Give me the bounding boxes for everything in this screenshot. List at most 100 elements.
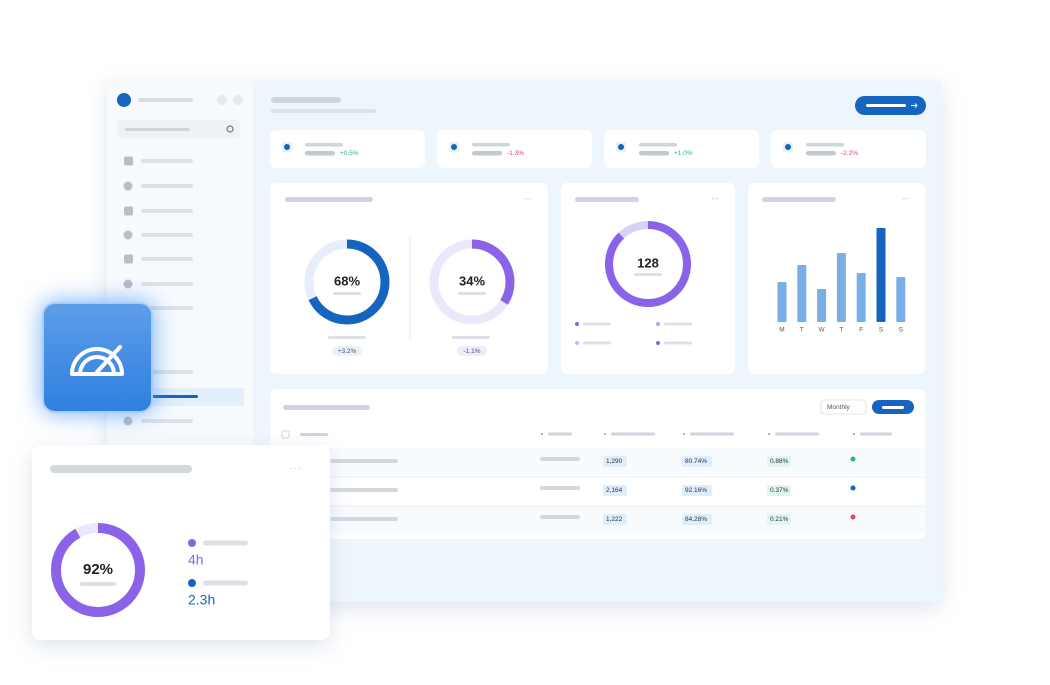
placeholder	[806, 143, 844, 147]
placeholder	[141, 282, 193, 286]
placeholder	[472, 143, 510, 147]
sort-icon	[768, 433, 770, 435]
placeholder	[583, 341, 611, 345]
legend-dot	[575, 322, 579, 326]
placeholder	[305, 151, 335, 156]
filter-select[interactable]	[820, 399, 867, 415]
placeholder	[664, 341, 692, 345]
ring-card	[561, 183, 735, 374]
search-icon	[226, 125, 234, 133]
window-dot	[217, 95, 227, 105]
placeholder	[141, 233, 193, 237]
bar-label: M	[779, 327, 784, 334]
nav-indicator	[150, 395, 198, 398]
value-badge	[603, 456, 627, 467]
stat-card	[437, 130, 592, 168]
placeholder	[141, 159, 193, 163]
nav-icon	[123, 416, 133, 426]
donut-arc	[429, 239, 515, 325]
placeholder	[452, 336, 490, 339]
placeholder	[540, 486, 580, 490]
sort-icon	[541, 433, 543, 435]
placeholder	[271, 109, 376, 113]
donut-card	[270, 183, 548, 374]
stat-card	[604, 130, 759, 168]
value-badge	[767, 485, 791, 496]
bar	[836, 253, 846, 322]
placeholder	[328, 336, 366, 339]
checkbox	[281, 430, 290, 439]
donut-label: 68%	[334, 273, 360, 288]
table-cell: 0.37%	[770, 487, 789, 494]
placeholder	[141, 184, 193, 188]
nav-icon	[124, 156, 133, 166]
sort-icon	[853, 433, 855, 435]
placeholder	[141, 306, 193, 310]
value-badge	[767, 514, 791, 525]
placeholder	[305, 143, 343, 147]
legend-dot	[656, 322, 660, 326]
placeholder	[141, 419, 193, 423]
placeholder	[330, 459, 398, 463]
placeholder	[639, 151, 669, 156]
bar	[856, 273, 866, 322]
donut-arc	[605, 221, 691, 307]
stat-glyph	[785, 144, 791, 150]
delta-pill	[332, 346, 362, 356]
table-cell: 2,164	[606, 487, 623, 494]
stat-glyph	[618, 144, 624, 150]
table-cell: 0.21%	[770, 516, 789, 523]
placeholder	[300, 433, 328, 436]
nav-icon	[123, 279, 133, 289]
ring-label: 128	[637, 255, 659, 270]
placeholder	[775, 432, 819, 436]
stat-delta: +0.5%	[340, 150, 359, 157]
placeholder	[472, 151, 502, 156]
gauge-needle	[95, 345, 122, 374]
legend-dot	[575, 341, 579, 345]
delta-pill	[457, 346, 487, 356]
value-badge	[682, 485, 712, 496]
donut-label: 34%	[459, 273, 485, 288]
placeholder	[141, 209, 193, 213]
value-badge	[767, 456, 791, 467]
value-badge	[682, 514, 712, 525]
bar	[797, 265, 807, 322]
placeholder	[866, 104, 906, 107]
placeholder	[583, 322, 611, 326]
table-cell: 1,290	[606, 458, 623, 465]
placeholder	[762, 197, 836, 202]
placeholder	[283, 405, 370, 410]
legend-dot	[188, 579, 196, 587]
placeholder	[271, 97, 341, 103]
placeholder	[50, 465, 192, 473]
legend-dot	[656, 341, 660, 345]
more-menu: · · ·	[290, 466, 300, 473]
donut-arc	[51, 523, 145, 617]
placeholder	[285, 197, 373, 202]
placeholder	[690, 432, 734, 436]
more-menu: ···	[525, 196, 532, 203]
stat-card	[771, 130, 926, 168]
donut-arc	[304, 239, 390, 325]
bar	[777, 282, 787, 322]
bar	[896, 277, 906, 322]
placeholder	[882, 406, 904, 409]
more-menu: ···	[712, 196, 719, 203]
status-dot	[850, 456, 856, 462]
gauge-icon	[70, 347, 124, 376]
bar-label: F	[859, 327, 863, 334]
bar-label: S	[879, 327, 884, 334]
bar-label: T	[800, 327, 804, 334]
stat-glyph	[451, 144, 457, 150]
table-cell: 0.88%	[770, 458, 789, 465]
stat-delta: -2.2%	[841, 150, 858, 157]
value-badge	[682, 456, 712, 467]
placeholder	[333, 292, 361, 295]
placeholder	[611, 432, 655, 436]
sort-icon	[604, 433, 606, 435]
table-cell: 84.28%	[685, 516, 707, 523]
placeholder	[125, 128, 190, 131]
more-menu: ···	[902, 196, 909, 203]
